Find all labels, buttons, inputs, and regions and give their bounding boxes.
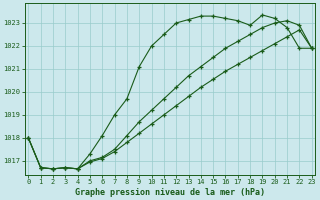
X-axis label: Graphe pression niveau de la mer (hPa): Graphe pression niveau de la mer (hPa) bbox=[75, 188, 265, 197]
